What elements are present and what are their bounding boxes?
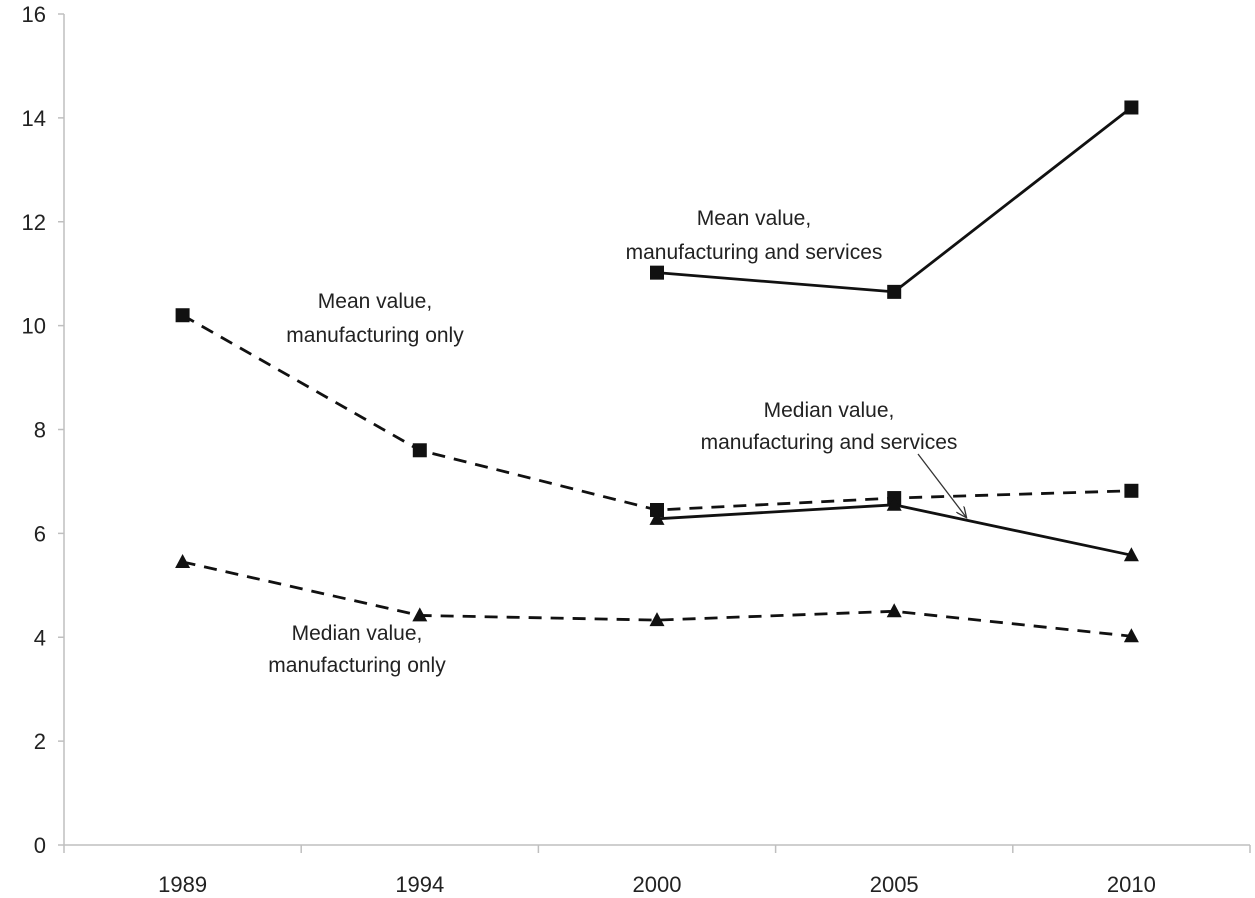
data-point-square <box>175 308 190 323</box>
x-tick-label: 2010 <box>1107 872 1156 897</box>
x-tick-label: 1994 <box>395 872 444 897</box>
annotation-arrow <box>917 453 966 517</box>
annotation-label: manufacturing and services <box>626 241 883 264</box>
y-tick-label: 2 <box>34 729 46 754</box>
data-point-triangle <box>886 603 902 618</box>
series-line <box>656 503 1132 557</box>
y-tick-label: 4 <box>34 625 46 650</box>
data-point-triangle <box>412 607 428 622</box>
x-tick-label: 1989 <box>158 872 207 897</box>
data-point-triangle <box>1123 628 1139 643</box>
data-point-square <box>650 265 664 280</box>
annotation-mean_mfg: Mean value, manufacturing only <box>286 290 464 347</box>
series-line <box>182 560 1132 638</box>
data-point-square <box>650 503 664 518</box>
series-layer <box>175 100 1139 643</box>
annotation-median_mfg_services: Median value, manufacturing and services <box>701 399 966 517</box>
y-tick-label: 12 <box>22 210 46 235</box>
annotation-label: Median value, <box>764 399 895 422</box>
series-median_mfg <box>175 553 1139 643</box>
series-line <box>656 106 1133 294</box>
annotation-label: Mean value, <box>318 290 432 313</box>
data-point-square <box>887 284 902 299</box>
annotation-label: Median value, <box>292 622 423 645</box>
x-tick-label: 2000 <box>633 872 682 897</box>
annotation-label: Mean value, <box>697 207 811 230</box>
y-tick-label: 16 <box>22 2 46 27</box>
axes: 0 2 4 6 8 10 12 14 16 1989 1994 2000 2005 2010 <box>22 2 1251 897</box>
series-mean_mfg_services <box>650 100 1139 299</box>
annotation-label: manufacturing and services <box>701 431 958 454</box>
data-point-triangle <box>175 553 191 568</box>
data-point-triangle <box>649 510 665 525</box>
series-median_mfg_services <box>649 496 1139 562</box>
annotation-median_mfg: Median value, manufacturing only <box>268 622 446 677</box>
y-tick-label: 0 <box>34 833 46 858</box>
annotation-mean_mfg_services: Mean value, manufacturing and services <box>626 207 883 264</box>
data-point-triangle <box>886 496 902 511</box>
data-point-triangle <box>1123 547 1139 562</box>
y-tick-label: 14 <box>22 106 46 131</box>
y-tick-label: 8 <box>34 418 46 443</box>
data-point-square <box>412 443 427 458</box>
y-tick-label: 6 <box>34 521 46 546</box>
annotation-label: manufacturing only <box>268 654 446 677</box>
data-point-triangle <box>649 612 665 627</box>
data-point-square <box>1124 483 1139 498</box>
y-tick-label: 10 <box>22 314 46 339</box>
x-tick-label: 2005 <box>870 872 919 897</box>
annotation-label: manufacturing only <box>286 324 464 347</box>
data-point-square <box>1124 100 1139 115</box>
